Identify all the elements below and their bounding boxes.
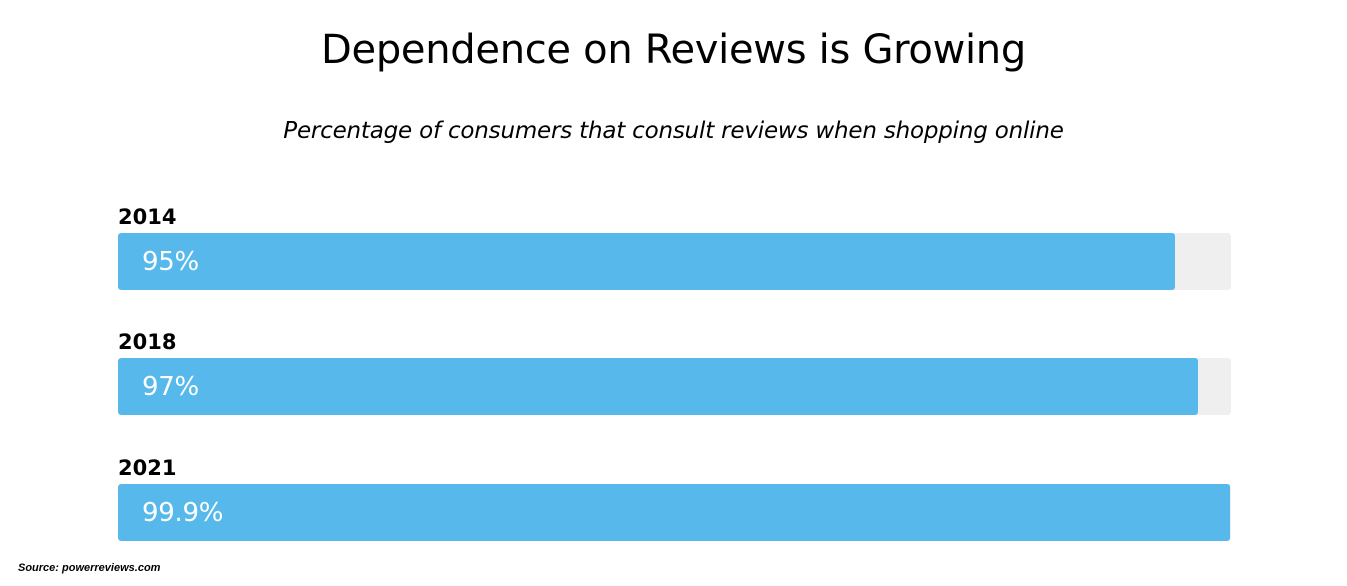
chart-title: Dependence on Reviews is Growing: [321, 27, 1026, 73]
bar-value-2014: 95%: [142, 247, 199, 277]
source-note: Source: powerreviews.com: [18, 562, 161, 574]
bar-2018: [118, 358, 1198, 415]
bar-label-2021: 2021: [118, 456, 177, 480]
bar-value-2021: 99.9%: [142, 498, 224, 528]
chart-subtitle: Percentage of consumers that consult rev…: [283, 118, 1064, 144]
bar-2021: [118, 484, 1230, 541]
bar-track-2014: 95%: [118, 233, 1231, 290]
bar-2014: [118, 233, 1175, 290]
bar-value-2018: 97%: [142, 372, 199, 402]
bar-track-2018: 97%: [118, 358, 1231, 415]
bar-track-2021: 99.9%: [118, 484, 1231, 541]
bar-label-2014: 2014: [118, 205, 177, 229]
bar-label-2018: 2018: [118, 330, 177, 354]
